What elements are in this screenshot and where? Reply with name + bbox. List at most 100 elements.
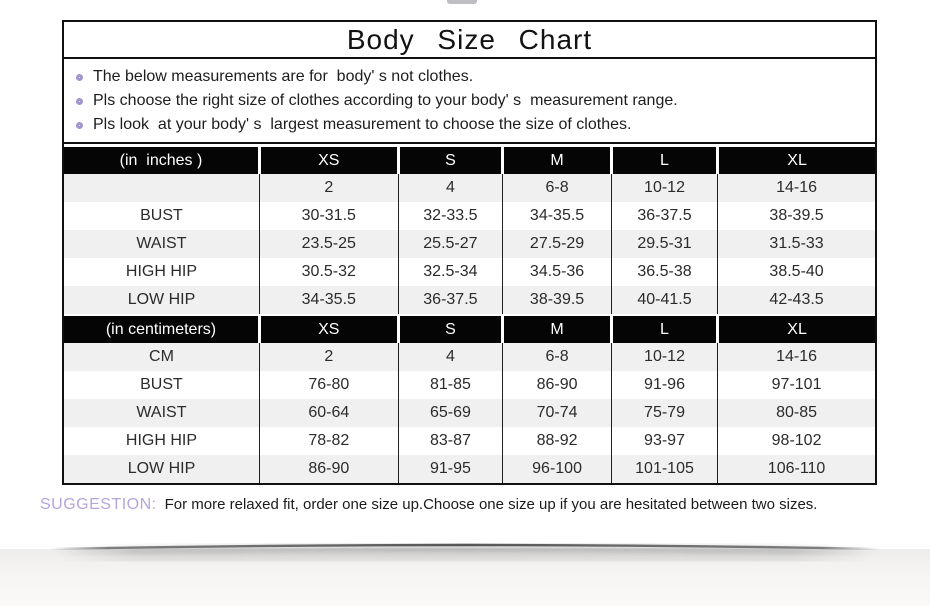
table-row: 2 4 6-8 10-12 14-16 — [64, 174, 875, 202]
row-label-cell: BUST — [140, 207, 183, 224]
value-cell: 42-43.5 — [717, 286, 875, 314]
value-cell: 36-37.5 — [397, 286, 503, 314]
size-table-centimeters: (in centimeters) XS S M L XL CM 2 4 6-8 — [64, 316, 875, 483]
value-cell: 70-74 — [502, 399, 612, 427]
size-chart-panel: Body Size Chart The below measurements a… — [62, 20, 877, 485]
size-header-cell: XL — [716, 316, 875, 343]
value-cell: 101-105 — [610, 455, 718, 483]
value-cell: 10-12 — [610, 343, 718, 371]
table-row: LOW HIP 86-90 91-95 96-100 101-105 106-1… — [64, 455, 875, 483]
value-cell: 91-96 — [610, 371, 718, 399]
value-cell: 2 — [258, 343, 399, 371]
suggestion-label: SUGGESTION: — [40, 496, 157, 513]
value-cell: 36.5-38 — [610, 258, 718, 286]
table-row: CM 2 4 6-8 10-12 14-16 — [64, 343, 875, 371]
note-text: Pls choose the right size of clothes acc… — [93, 92, 678, 109]
page-title: Body Size Chart — [346, 23, 593, 55]
bullet-ring-icon — [76, 97, 83, 105]
size-header-cell: L — [609, 147, 718, 174]
row-label-cell: LOW HIP — [127, 291, 196, 308]
notes-section: The below measurements are for body' s n… — [64, 59, 875, 144]
value-cell: 88-92 — [502, 427, 612, 455]
value-cell: 34-35.5 — [502, 202, 612, 230]
table-row: HIGH HIP 78-82 83-87 88-92 93-97 98-102 — [64, 427, 875, 455]
value-cell: 34.5-36 — [502, 258, 612, 286]
unit-header-cell: (in inches ) — [64, 147, 260, 174]
row-label-cell: CM — [149, 348, 174, 365]
value-cell: 32-33.5 — [397, 202, 503, 230]
table-row: HIGH HIP 30.5-32 32.5-34 34.5-36 36.5-38… — [64, 258, 875, 286]
suggestion-line: SUGGESTION: For more relaxed fit, order o… — [40, 496, 900, 514]
value-cell: 4 — [397, 174, 503, 202]
bullet-ring-icon — [76, 73, 83, 81]
size-header-cell: XS — [257, 147, 399, 174]
size-header-cell: L — [609, 316, 718, 343]
value-cell: 31.5-33 — [717, 230, 875, 258]
table-row: BUST 30-31.5 32-33.5 34-35.5 36-37.5 38-… — [64, 202, 875, 230]
value-cell: 96-100 — [502, 455, 612, 483]
value-cell: 14-16 — [717, 343, 875, 371]
note-line: Pls look at your body' s largest measure… — [74, 113, 867, 137]
size-header-cell: S — [396, 316, 503, 343]
value-cell: 80-85 — [717, 399, 875, 427]
top-crop-artifact — [447, 0, 477, 4]
value-cell: 25.5-27 — [397, 230, 503, 258]
suggestion-text: For more relaxed fit, order one size up.… — [164, 496, 818, 513]
value-cell: 86-90 — [502, 371, 612, 399]
value-cell: 86-90 — [258, 455, 399, 483]
value-cell: 106-110 — [717, 455, 875, 483]
chart-title-box: Body Size Chart — [64, 22, 875, 59]
value-cell: 97-101 — [717, 371, 875, 399]
value-cell: 4 — [397, 343, 503, 371]
value-cell: 2 — [258, 174, 399, 202]
unit-header-cell: (in centimeters) — [64, 316, 260, 343]
value-cell: 60-64 — [258, 399, 399, 427]
row-label-cell: LOW HIP — [127, 460, 196, 477]
value-cell: 76-80 — [258, 371, 399, 399]
table-header-row: (in inches ) XS S M L XL — [64, 147, 875, 174]
value-cell: 83-87 — [397, 427, 503, 455]
value-cell: 29.5-31 — [610, 230, 718, 258]
bullet-ring-icon — [76, 121, 83, 129]
value-cell: 40-41.5 — [610, 286, 718, 314]
value-cell: 36-37.5 — [610, 202, 718, 230]
row-label-cell: HIGH HIP — [125, 263, 198, 280]
size-header-cell: M — [501, 147, 612, 174]
value-cell: 32.5-34 — [397, 258, 503, 286]
row-label-cell: WAIST — [136, 404, 187, 421]
note-line: The below measurements are for body' s n… — [74, 65, 867, 89]
note-text: The below measurements are for body' s n… — [93, 68, 474, 85]
value-cell: 23.5-25 — [258, 230, 399, 258]
size-header-cell: S — [396, 147, 503, 174]
note-text: Pls look at your body' s largest measure… — [93, 116, 632, 133]
value-cell: 27.5-29 — [502, 230, 612, 258]
value-cell: 91-95 — [397, 455, 503, 483]
value-cell: 6-8 — [502, 174, 612, 202]
value-cell: 65-69 — [397, 399, 503, 427]
table-row: WAIST 60-64 65-69 70-74 75-79 80-85 — [64, 399, 875, 427]
value-cell: 30.5-32 — [258, 258, 399, 286]
value-cell: 98-102 — [717, 427, 875, 455]
size-header-cell: XS — [257, 316, 399, 343]
value-cell: 14-16 — [717, 174, 875, 202]
row-label-cell — [64, 174, 259, 202]
note-line: Pls choose the right size of clothes acc… — [74, 89, 867, 113]
value-cell: 78-82 — [258, 427, 399, 455]
row-label-cell: WAIST — [136, 235, 187, 252]
value-cell: 34-35.5 — [258, 286, 399, 314]
page-bottom-wash — [0, 549, 930, 606]
value-cell: 6-8 — [502, 343, 612, 371]
table-header-row: (in centimeters) XS S M L XL — [64, 316, 875, 343]
value-cell: 38-39.5 — [502, 286, 612, 314]
table-row: WAIST 23.5-25 25.5-27 27.5-29 29.5-31 31… — [64, 230, 875, 258]
value-cell: 81-85 — [397, 371, 503, 399]
row-label-cell: HIGH HIP — [125, 432, 198, 449]
table-row: LOW HIP 34-35.5 36-37.5 38-39.5 40-41.5 … — [64, 286, 875, 314]
value-cell: 93-97 — [610, 427, 718, 455]
value-cell: 38.5-40 — [717, 258, 875, 286]
table-row: BUST 76-80 81-85 86-90 91-96 97-101 — [64, 371, 875, 399]
value-cell: 10-12 — [610, 174, 718, 202]
size-table-inches: (in inches ) XS S M L XL 2 4 6-8 10-12 — [64, 147, 875, 314]
size-header-cell: XL — [716, 147, 875, 174]
